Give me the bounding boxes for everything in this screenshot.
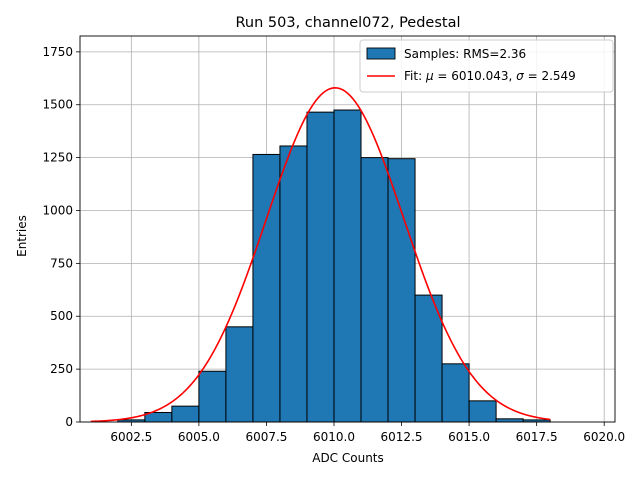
x-tick-label: 6007.5 bbox=[245, 430, 287, 444]
histogram-bar bbox=[360, 157, 389, 423]
x-tick-label: 6005.0 bbox=[178, 430, 220, 444]
legend-box bbox=[359, 39, 614, 93]
x-tick-label: 6012.5 bbox=[381, 430, 423, 444]
histogram-bar bbox=[468, 400, 497, 423]
y-tick-label: 1750 bbox=[42, 45, 73, 59]
x-axis-ticks: 6002.5 6005.0 6007.5 6010.0 6012.5 6015.0 6017… bbox=[110, 422, 625, 444]
fit-curve bbox=[90, 87, 551, 423]
y-axis-ticks: 0 250 500 750 1000 1250 1500 1750 bbox=[42, 45, 80, 429]
legend-samples-label: Samples: RMS=2.36 bbox=[404, 47, 526, 61]
x-tick-label: 6017.5 bbox=[516, 430, 558, 444]
histogram-bar bbox=[171, 405, 200, 423]
histogram-bar bbox=[495, 418, 524, 423]
y-tick-label: 1250 bbox=[42, 151, 73, 165]
histogram-bar bbox=[252, 153, 281, 423]
histogram-bars bbox=[117, 109, 551, 423]
x-tick-label: 6002.5 bbox=[110, 430, 152, 444]
histogram-bar bbox=[198, 370, 227, 423]
histogram-bar bbox=[333, 109, 362, 423]
legend-bar-swatch bbox=[366, 47, 396, 60]
y-tick-label: 1500 bbox=[42, 98, 73, 112]
legend-fit-label: Fit: μ = 6010.043, σ = 2.549 bbox=[404, 69, 576, 83]
x-axis-label: ADC Counts bbox=[312, 451, 384, 465]
histogram-bar bbox=[414, 294, 443, 423]
y-tick-label: 0 bbox=[65, 415, 73, 429]
y-tick-label: 500 bbox=[50, 309, 73, 323]
y-axis-label: Entries bbox=[15, 215, 29, 257]
histogram-bar bbox=[441, 363, 470, 423]
histogram-bar bbox=[387, 158, 416, 423]
legend: Samples: RMS=2.36 Fit: μ = 6010.043, σ =… bbox=[359, 39, 614, 93]
histogram-bar bbox=[225, 326, 254, 423]
x-tick-label: 6010.0 bbox=[313, 430, 355, 444]
y-tick-label: 250 bbox=[50, 362, 73, 376]
histogram-bar bbox=[279, 145, 308, 423]
plot-frame bbox=[79, 35, 616, 423]
histogram-bar bbox=[306, 111, 335, 423]
x-tick-label: 6015.0 bbox=[448, 430, 490, 444]
y-tick-label: 1000 bbox=[42, 203, 73, 217]
y-tick-label: 750 bbox=[50, 256, 73, 270]
chart-title: Run 503, channel072, Pedestal bbox=[235, 15, 460, 31]
x-tick-label: 6020.0 bbox=[583, 430, 625, 444]
